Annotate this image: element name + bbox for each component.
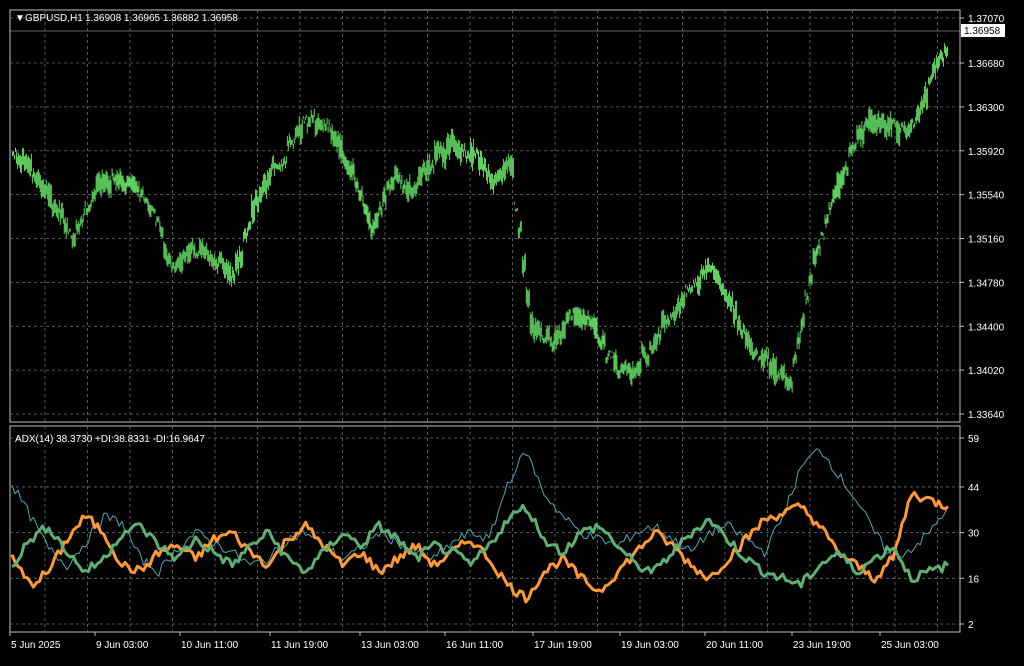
price-tick-label: 1.33640: [968, 410, 1005, 421]
x-tick-label: 19 Jun 03:00: [621, 640, 679, 651]
adx-panel: 59 44 30 16 2 ADX(14) 38.3730 +DI:38.8331 -D…: [9, 425, 980, 633]
adx-tick-label: 2: [968, 620, 974, 631]
x-tick-label: 17 Jun 19:00: [534, 640, 592, 651]
adx-tick-label: 30: [968, 529, 980, 540]
price-panel-frame: [9, 9, 961, 423]
adx-line-adx: [11, 448, 949, 577]
ohlc-header: 1.36908 1.36965 1.36882 1.36958: [85, 13, 238, 24]
price-y-axis: 1.37070 1.36680 1.36300 1.35920 1.35540 1.351…: [960, 14, 1005, 421]
price-tick-label: 1.34780: [968, 278, 1005, 289]
adx-tick-label: 59: [968, 434, 980, 445]
x-tick-label: 20 Jun 11:00: [706, 640, 764, 651]
x-axis: 5 Jun 2025 9 Jun 03:00 10 Jun 11:00 11 Jun …: [9, 632, 939, 651]
price-title: ▼ GBPUSD,H1 1.36908 1.36965 1.36882 1.36…: [15, 13, 238, 24]
x-tick-label: 23 Jun 19:00: [793, 640, 851, 651]
price-tick-label: 1.35920: [968, 147, 1005, 158]
symbol-title: GBPUSD,H1: [25, 13, 83, 24]
adx-line-minus-di: [11, 503, 950, 589]
adx-tick-label: 16: [968, 574, 980, 585]
adx-series: [10, 448, 950, 604]
x-tick-label: 5 Jun 2025: [11, 640, 61, 651]
x-tick-label: 9 Jun 03:00: [96, 640, 149, 651]
adx-panel-frame: [9, 425, 961, 633]
current-price-label: 1.36958: [964, 26, 1001, 37]
current-price-box: [961, 24, 1005, 37]
adx-y-axis: 59 44 30 16 2: [960, 434, 980, 631]
price-tick-label: 1.37070: [968, 14, 1005, 25]
price-tick-label: 1.36680: [968, 59, 1005, 70]
price-series: [12, 43, 949, 393]
price-tick-label: 1.34020: [968, 366, 1005, 377]
price-grid: [10, 10, 960, 422]
adx-tick-label: 44: [968, 483, 980, 494]
price-panel: 1.37070 1.36680 1.36300 1.35920 1.35540 1.351…: [9, 9, 1005, 423]
x-tick-label: 16 Jun 11:00: [446, 640, 504, 651]
adx-line-plusminus-di: [10, 490, 949, 604]
price-tick-label: 1.35540: [968, 191, 1005, 202]
x-tick-label: 11 Jun 19:00: [271, 640, 329, 651]
price-tick-label: 1.35160: [968, 235, 1005, 246]
price-tick-label: 1.36300: [968, 103, 1005, 114]
x-tick-label: 25 Jun 03:00: [881, 640, 939, 651]
x-tick-label: 13 Jun 03:00: [361, 640, 419, 651]
x-tick-label: 10 Jun 11:00: [181, 640, 239, 651]
price-tick-label: 1.34400: [968, 322, 1005, 333]
adx-title: ADX(14) 38.3730 +DI:38.8331 -DI:16.9647: [15, 434, 205, 445]
current-price-tag: 1.36958: [10, 24, 1005, 37]
title-arrow-icon[interactable]: ▼: [15, 13, 25, 24]
